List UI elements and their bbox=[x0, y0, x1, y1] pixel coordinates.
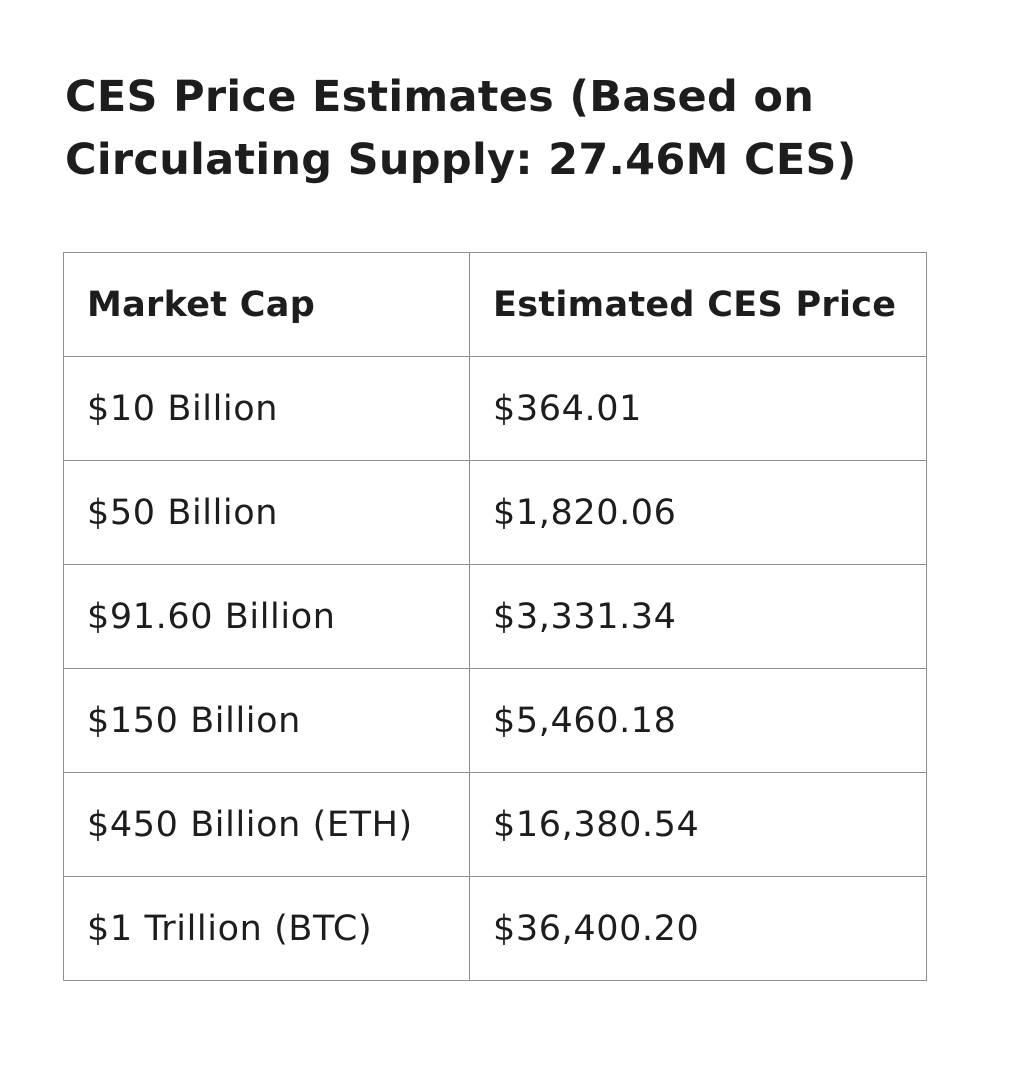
estimated-price-cell: $3,331.34 bbox=[469, 564, 927, 669]
table-header-row: Market Cap Estimated CES Price bbox=[63, 252, 927, 357]
estimated-price-cell: $5,460.18 bbox=[469, 668, 927, 773]
estimated-price-cell: $364.01 bbox=[469, 356, 927, 461]
table-row: $150 Billion $5,460.18 bbox=[63, 668, 927, 773]
table-row: $91.60 Billion $3,331.34 bbox=[63, 564, 927, 669]
estimated-price-cell: $36,400.20 bbox=[469, 876, 927, 981]
market-cap-cell: $150 Billion bbox=[63, 668, 470, 773]
page-title-line-1: CES Price Estimates (Based on bbox=[65, 72, 815, 122]
table-row: $1 Trillion (BTC) $36,400.20 bbox=[63, 876, 927, 981]
table-row: $50 Billion $1,820.06 bbox=[63, 460, 927, 565]
market-cap-cell: $50 Billion bbox=[63, 460, 470, 565]
page-title-line-2: Circulating Supply: 27.46M CES) bbox=[65, 135, 857, 185]
table-row: $450 Billion (ETH) $16,380.54 bbox=[63, 772, 927, 877]
market-cap-cell: $91.60 Billion bbox=[63, 564, 470, 669]
column-header-estimated-price: Estimated CES Price bbox=[469, 252, 927, 357]
estimated-price-cell: $16,380.54 bbox=[469, 772, 927, 877]
table-row: $10 Billion $364.01 bbox=[63, 356, 927, 461]
price-estimates-table: Market Cap Estimated CES Price $10 Billi… bbox=[63, 252, 927, 981]
column-header-market-cap: Market Cap bbox=[63, 252, 470, 357]
market-cap-cell: $450 Billion (ETH) bbox=[63, 772, 470, 877]
page-title: CES Price Estimates (Based on Circulatin… bbox=[65, 66, 965, 192]
estimated-price-cell: $1,820.06 bbox=[469, 460, 927, 565]
market-cap-cell: $10 Billion bbox=[63, 356, 470, 461]
market-cap-cell: $1 Trillion (BTC) bbox=[63, 876, 470, 981]
